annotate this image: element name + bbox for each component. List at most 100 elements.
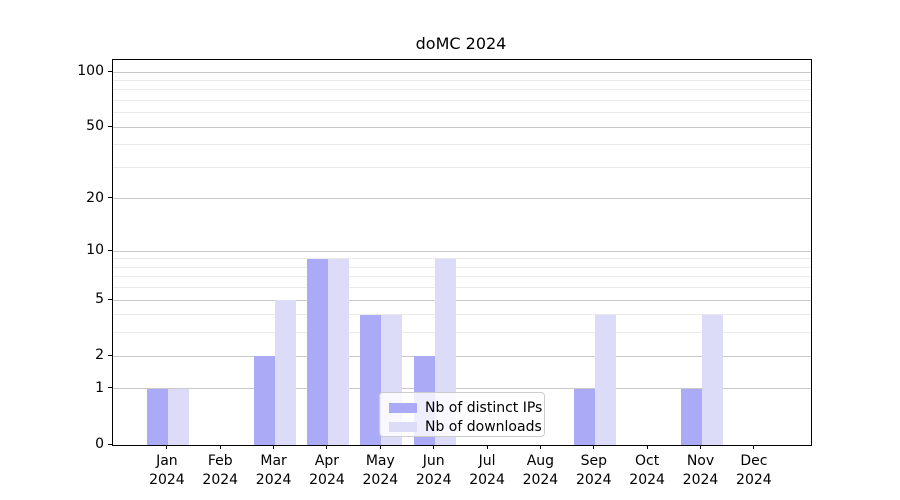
minor-gridline bbox=[113, 332, 811, 334]
minor-gridline bbox=[113, 276, 811, 278]
x-tick-month: Feb bbox=[207, 453, 233, 469]
legend-item-distinct-ips: Nb of distinct IPs bbox=[389, 400, 542, 416]
chart-title: doMC 2024 bbox=[415, 34, 507, 53]
x-tick-label: Nov 2024 bbox=[671, 452, 731, 490]
x-tick-label: Feb 2024 bbox=[190, 452, 250, 490]
y-tick-label: 10 bbox=[86, 242, 104, 259]
minor-gridline bbox=[113, 266, 811, 268]
x-tick-mark bbox=[433, 445, 435, 449]
legend: Nb of distinct IPs Nb of downloads bbox=[379, 392, 545, 437]
x-tick-month: Mar bbox=[260, 453, 287, 469]
legend-label-downloads: Nb of downloads bbox=[425, 419, 542, 435]
x-tick-label: Jun 2024 bbox=[404, 452, 464, 490]
x-tick-mark bbox=[700, 445, 701, 449]
major-gridline bbox=[113, 198, 811, 200]
bar-distinct-ips-Sep bbox=[573, 388, 595, 445]
x-tick-year: 2024 bbox=[629, 472, 665, 488]
x-tick-label: Jul 2024 bbox=[457, 452, 517, 490]
x-tick-label: Mar 2024 bbox=[244, 452, 304, 490]
x-tick-year: 2024 bbox=[255, 472, 292, 488]
x-tick-year: 2024 bbox=[682, 472, 719, 488]
x-tick-mark bbox=[486, 445, 488, 449]
x-tick-label: Apr 2024 bbox=[297, 452, 357, 490]
major-gridline bbox=[113, 250, 811, 252]
y-tick-mark bbox=[108, 70, 112, 72]
x-tick-mark bbox=[166, 445, 168, 449]
major-gridline bbox=[113, 71, 811, 73]
x-tick-year: 2024 bbox=[149, 472, 185, 488]
minor-gridline bbox=[113, 144, 811, 146]
x-tick-month: May bbox=[365, 453, 395, 469]
bar-distinct-ips-May bbox=[360, 314, 382, 445]
x-tick-year: 2024 bbox=[736, 472, 772, 488]
minor-gridline bbox=[113, 99, 811, 101]
minor-gridline bbox=[113, 258, 811, 260]
x-tick-year: 2024 bbox=[415, 472, 452, 488]
bar-downloads-Mar bbox=[274, 300, 296, 445]
x-tick-mark bbox=[326, 445, 328, 449]
y-tick-mark bbox=[108, 443, 112, 445]
y-tick-label: 20 bbox=[86, 189, 104, 206]
x-tick-year: 2024 bbox=[362, 472, 399, 488]
x-tick-month: Apr bbox=[314, 453, 340, 469]
minor-gridline bbox=[113, 314, 811, 316]
x-tick-label: Sep 2024 bbox=[564, 452, 624, 490]
major-gridline bbox=[113, 355, 811, 357]
y-tick-label: 2 bbox=[95, 347, 104, 364]
x-tick-year: 2024 bbox=[309, 472, 345, 488]
x-tick-mark bbox=[379, 445, 381, 449]
minor-gridline bbox=[113, 166, 811, 168]
bar-distinct-ips-Mar bbox=[253, 356, 275, 445]
x-tick-mark bbox=[539, 445, 541, 449]
x-tick-month: Jan bbox=[156, 453, 178, 469]
plot-area bbox=[112, 59, 812, 446]
minor-gridline bbox=[113, 79, 811, 81]
x-tick-mark bbox=[273, 445, 275, 449]
bar-distinct-ips-Apr bbox=[306, 258, 328, 445]
x-tick-month: Oct bbox=[635, 453, 660, 469]
bar-downloads-Apr bbox=[327, 258, 349, 445]
y-tick-label: 100 bbox=[77, 63, 104, 79]
legend-swatch-distinct-ips bbox=[389, 403, 417, 413]
y-tick-label: 0 bbox=[95, 436, 104, 452]
x-tick-month: Jun bbox=[422, 453, 445, 469]
x-tick-year: 2024 bbox=[202, 472, 239, 488]
x-tick-year: 2024 bbox=[469, 472, 505, 488]
bar-distinct-ips-Jan bbox=[146, 388, 168, 445]
y-tick-label: 50 bbox=[86, 118, 104, 135]
major-gridline bbox=[113, 388, 811, 390]
bar-distinct-ips-Nov bbox=[680, 388, 702, 445]
x-tick-mark bbox=[593, 445, 595, 449]
major-gridline bbox=[113, 126, 811, 128]
y-tick-mark bbox=[108, 197, 112, 199]
x-tick-month: Aug bbox=[526, 453, 555, 469]
x-tick-label: May 2024 bbox=[350, 452, 410, 490]
bar-downloads-Nov bbox=[701, 314, 723, 445]
x-tick-year: 2024 bbox=[575, 472, 612, 488]
x-tick-label: Aug 2024 bbox=[510, 452, 570, 490]
x-tick-month: Nov bbox=[686, 453, 715, 469]
minor-gridline bbox=[113, 287, 811, 289]
x-tick-mark bbox=[753, 445, 755, 449]
y-tick-mark bbox=[108, 249, 112, 251]
major-gridline bbox=[113, 299, 811, 301]
x-tick-month: Jul bbox=[478, 453, 496, 469]
bar-downloads-Sep bbox=[594, 314, 616, 445]
y-tick-mark bbox=[108, 125, 112, 127]
y-tick-mark bbox=[108, 298, 112, 300]
y-tick-label: 1 bbox=[95, 379, 104, 396]
y-tick-mark bbox=[108, 387, 112, 389]
x-tick-mark bbox=[219, 445, 221, 449]
legend-swatch-downloads bbox=[389, 422, 417, 432]
x-tick-month: Sep bbox=[580, 453, 607, 469]
minor-gridline bbox=[113, 89, 811, 91]
minor-gridline bbox=[113, 112, 811, 114]
x-tick-label: Dec 2024 bbox=[724, 452, 784, 490]
legend-item-downloads: Nb of downloads bbox=[389, 419, 542, 435]
x-tick-month: Dec bbox=[740, 453, 768, 469]
bar-downloads-Jan bbox=[167, 388, 189, 445]
y-tick-label: 5 bbox=[95, 291, 104, 308]
y-tick-mark bbox=[108, 354, 112, 356]
legend-label-distinct-ips: Nb of distinct IPs bbox=[425, 400, 543, 416]
